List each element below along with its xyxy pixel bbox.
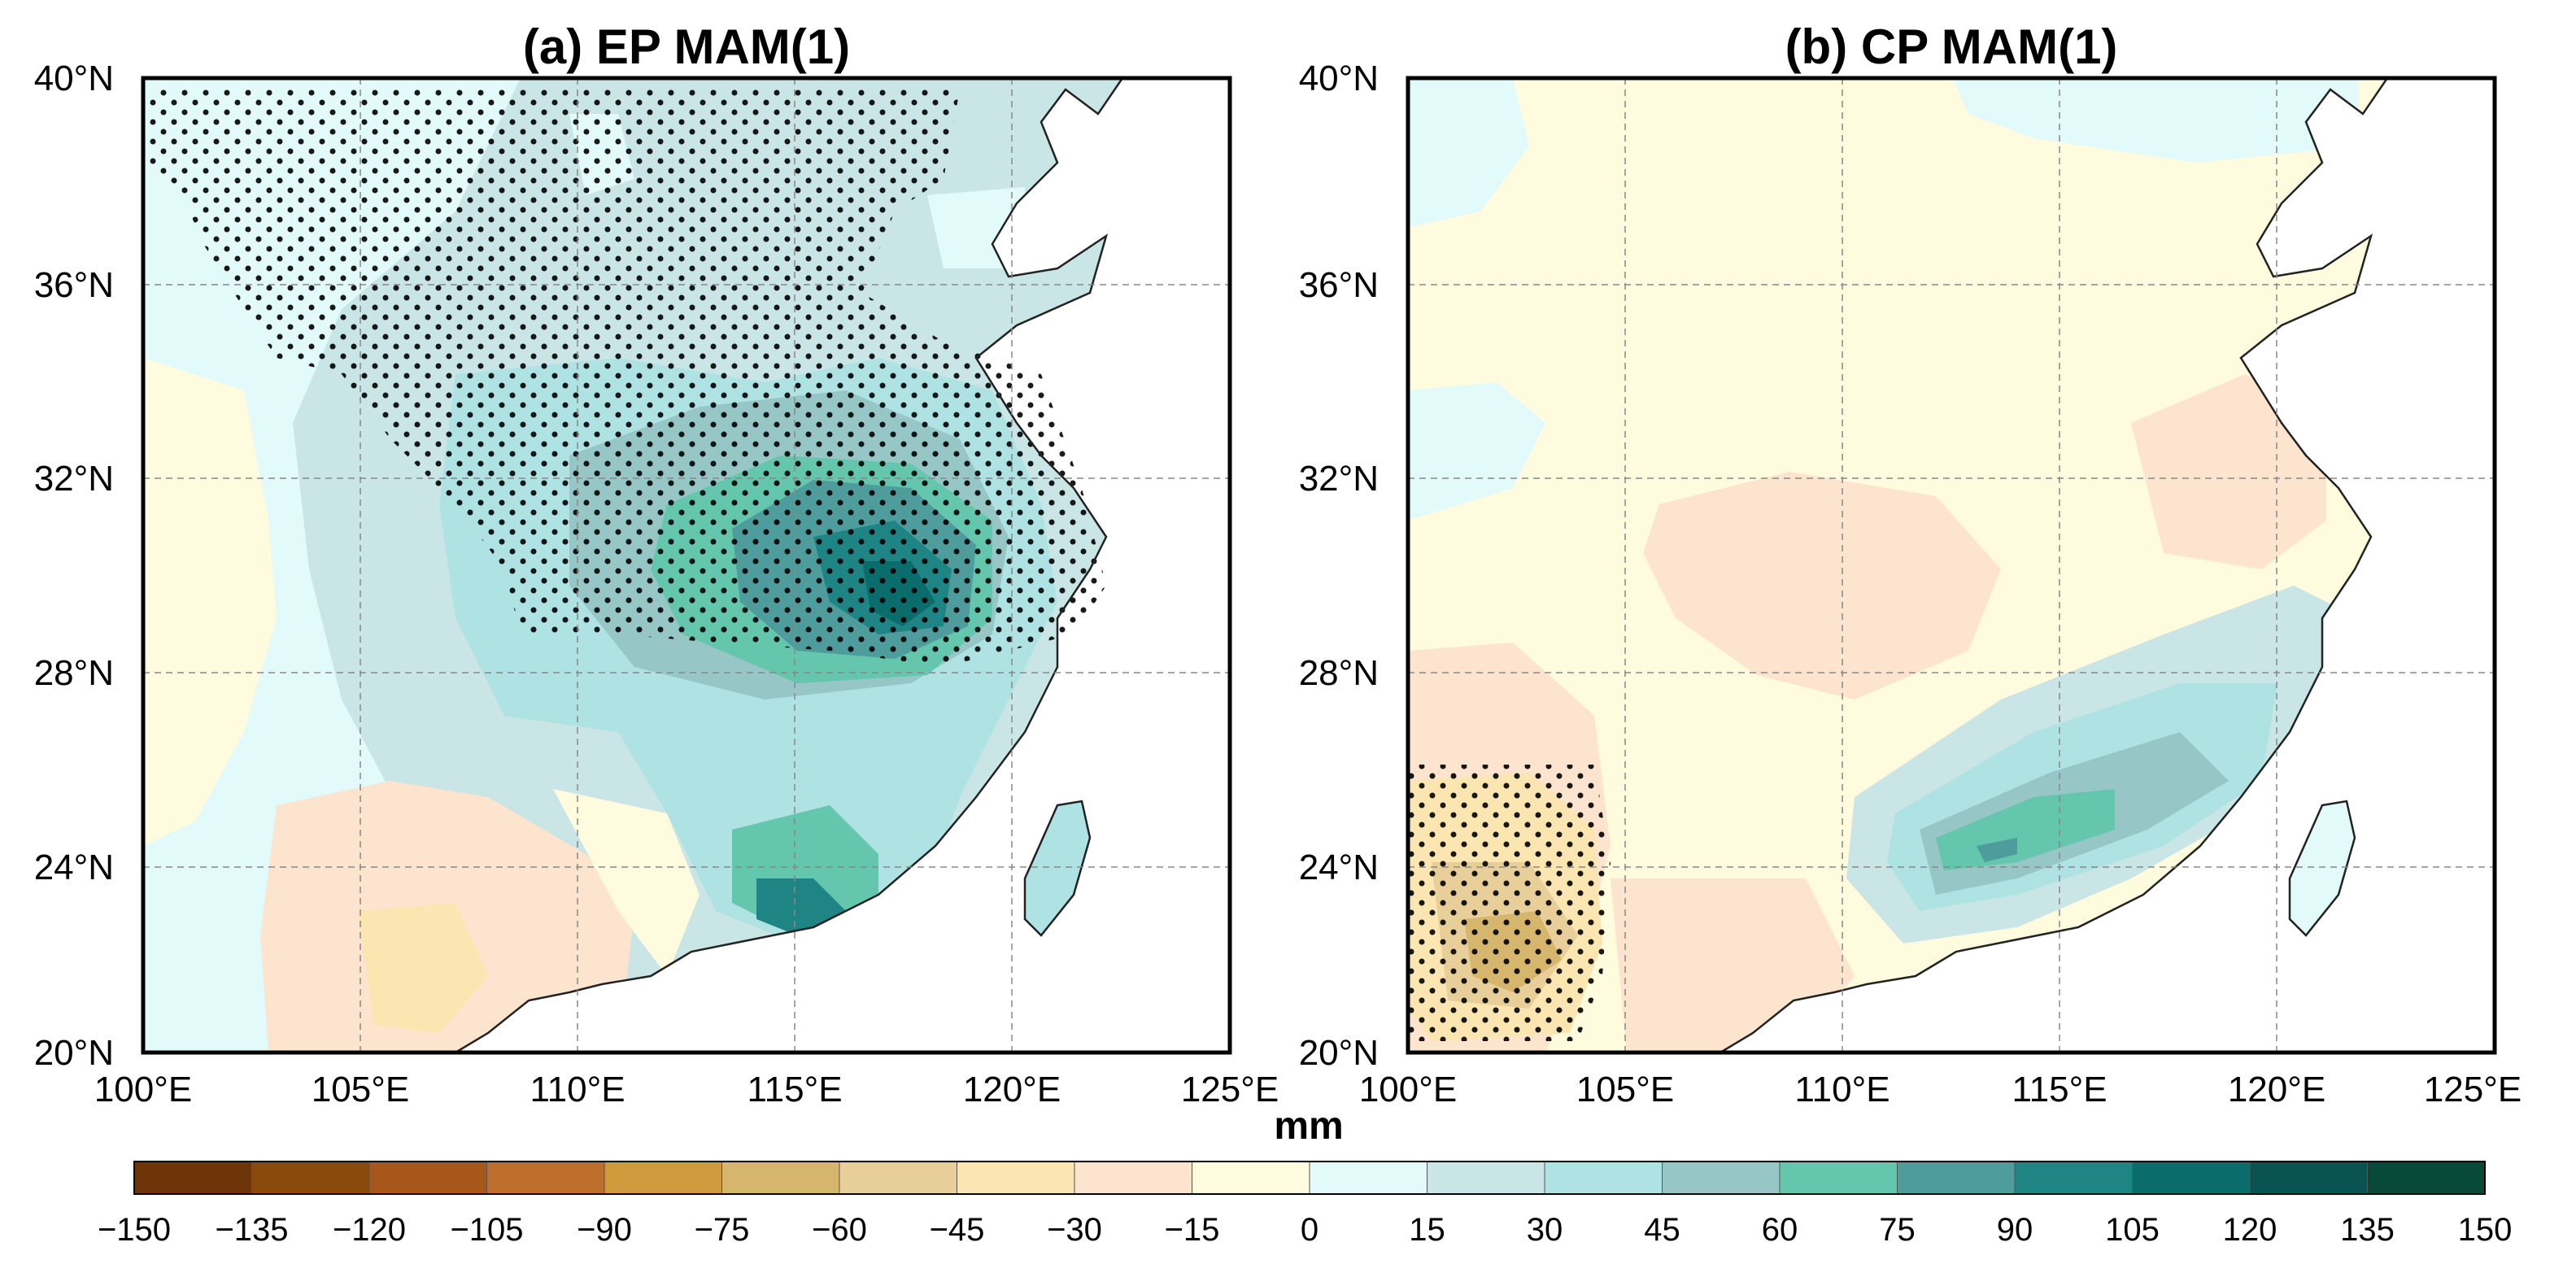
colorbar-tick-label: 150 [2458,1212,2513,1248]
lat-tick: 24°N [34,848,114,887]
colorbar-swatch [1427,1161,1545,1195]
lat-tick: 36°N [1299,265,1379,305]
lat-tick: 28°N [34,653,114,693]
lon-tick: 125°E [2424,1070,2522,1109]
colorbar-swatch [604,1161,722,1195]
colorbar-tick-label: −75 [695,1212,750,1248]
colorbar-swatch [839,1161,957,1195]
panel-a-frame [141,76,1232,1055]
lat-tick: 20°N [34,1033,114,1073]
panel-a-lon-ticks: 100°E 105°E 110°E 115°E 120°E 125°E [94,1070,1279,1109]
colorbar-tick-label: 135 [2340,1212,2395,1248]
lon-tick: 120°E [2228,1070,2325,1109]
colorbar-swatch [957,1161,1075,1195]
colorbar-swatch [1779,1161,1898,1195]
panel-a-field [143,78,1230,1053]
colorbar-tick-label: 0 [1301,1212,1319,1248]
colorbar-tick-label: −150 [98,1212,171,1248]
colorbar-tick-label: −135 [215,1212,288,1248]
colorbar-swatch [2132,1161,2251,1195]
colorbar-swatch [1192,1161,1310,1195]
lat-tick: 20°N [1299,1033,1379,1073]
panel-b-frame [1406,76,2497,1055]
lat-tick: 24°N [1299,848,1379,887]
colorbar-tick-label: −45 [930,1212,985,1248]
colorbar-swatch [1074,1161,1192,1195]
lon-tick: 120°E [963,1070,1061,1109]
colorbar-labels: −150 −135 −120 −105 −90 −75 −60 −45 −30 −15 0 15 30 4… [98,1212,2512,1248]
lat-tick: 28°N [1299,653,1379,693]
lon-tick: 105°E [312,1070,409,1109]
colorbar-tick-label: 15 [1409,1212,1445,1248]
panel-a-title: (a) EP MAM(1) [523,20,850,74]
lat-tick: 36°N [34,265,114,305]
colorbar-swatch [251,1161,370,1195]
colorbar-frame [133,1161,2486,1195]
panel-b-lon-ticks: 100°E 105°E 110°E 115°E 120°E 125°E [1359,1070,2522,1109]
colorbar-swatch [486,1161,605,1195]
colorbar-tick-label: −15 [1165,1212,1220,1248]
colorbar-tick-label: −30 [1047,1212,1102,1248]
colorbar-swatch [1662,1161,1781,1195]
colorbar-tick-label: 60 [1762,1212,1798,1248]
colorbar-tick-label: 30 [1527,1212,1563,1248]
colorbar-tick-label: 105 [2105,1212,2160,1248]
panel-a: (a) EP MAM(1) 40°N 36°N 32°N 28°N 24°N 2… [34,20,1279,1109]
colorbar-tick-label: 75 [1879,1212,1916,1248]
lon-tick: 100°E [1359,1070,1457,1109]
colorbar-tick-label: 45 [1644,1212,1680,1248]
colorbar-swatch [2014,1161,2133,1195]
lat-tick: 40°N [1299,59,1379,98]
lon-tick: 110°E [1794,1070,1890,1109]
panel-a-grid [143,78,1230,1053]
colorbar-tick-label: −120 [333,1212,406,1248]
panel-b: (b) CP MAM(1) 40°N 36°N 32°N 28°N 24°N 2… [1299,20,2522,1109]
colorbar-swatch [721,1161,840,1195]
colorbar-tick-label: 120 [2223,1212,2277,1248]
lon-tick: 125°E [1181,1070,1279,1109]
colorbar-tick-label: −60 [812,1212,867,1248]
panel-a-lat-ticks: 40°N 36°N 32°N 28°N 24°N 20°N [34,59,114,1073]
colorbar-tick-label: −105 [450,1212,523,1248]
lon-tick: 115°E [747,1070,842,1109]
colorbar-tick-label: −90 [577,1212,632,1248]
colorbar-tick-label: 90 [1997,1212,2033,1248]
lon-tick: 110°E [530,1070,625,1109]
lat-tick: 32°N [34,459,114,499]
panel-b-lat-ticks: 40°N 36°N 32°N 28°N 24°N 20°N [1299,59,1379,1073]
colorbar-swatch [1309,1161,1427,1195]
colorbar-swatch [1897,1161,2016,1195]
lat-tick: 32°N [1299,459,1379,499]
colorbar-unit: mm [1274,1105,1343,1148]
colorbar-swatch [133,1161,252,1195]
panel-b-grid [1408,78,2495,1053]
panel-b-title: (b) CP MAM(1) [1785,20,2118,74]
colorbar-swatch [2367,1161,2486,1195]
colorbar-swatch [1544,1161,1663,1195]
lon-tick: 100°E [94,1070,192,1109]
lon-tick: 105°E [1576,1070,1674,1109]
lat-tick: 40°N [34,59,114,98]
colorbar-swatch [2249,1161,2368,1195]
panel-b-field [1408,78,2495,1053]
colorbar-swatch [368,1161,487,1195]
lon-tick: 115°E [2012,1070,2107,1109]
colorbar [133,1161,2486,1195]
